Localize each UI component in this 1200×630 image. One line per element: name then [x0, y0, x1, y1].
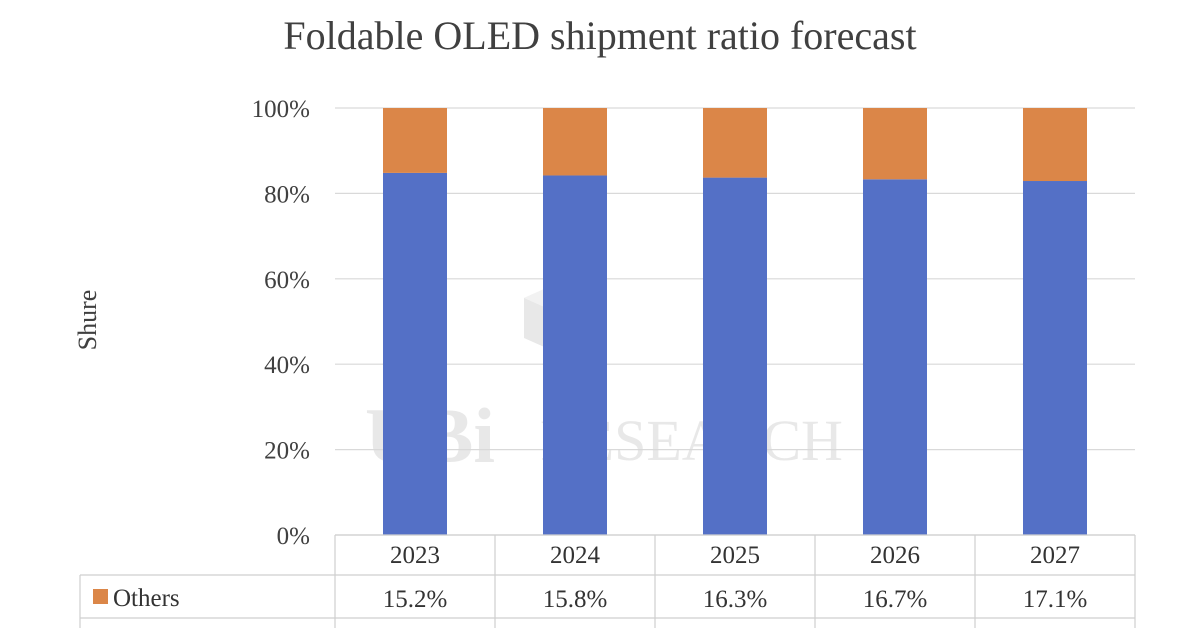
- table-value: 16.3%: [703, 586, 768, 613]
- bar-segment-others: [863, 108, 927, 180]
- bar-segment-series-1: [863, 179, 927, 535]
- table-value: 15.2%: [383, 586, 448, 613]
- legend-swatch-others: [93, 589, 108, 604]
- legend-label-others: Others: [113, 585, 180, 612]
- category-label: 2023: [390, 542, 440, 569]
- y-tick-label: 60%: [264, 267, 310, 294]
- category-label: 2024: [550, 542, 601, 569]
- chart-title: Foldable OLED shipment ratio forecast: [283, 13, 917, 58]
- y-tick-label: 40%: [264, 352, 310, 379]
- bar-segment-series-1: [543, 175, 607, 535]
- table-value: 16.7%: [863, 586, 928, 613]
- bar-segment-series-1: [703, 177, 767, 535]
- bar-segment-others: [383, 108, 447, 173]
- y-tick-label: 100%: [252, 96, 310, 123]
- bar-segment-others: [703, 108, 767, 178]
- table-value: 15.8%: [543, 586, 608, 613]
- bar-segment-series-1: [1023, 181, 1087, 535]
- table-value: 17.1%: [1023, 586, 1088, 613]
- bar-segment-series-1: [383, 172, 447, 536]
- category-label: 2027: [1030, 542, 1080, 569]
- y-tick-label: 80%: [264, 181, 310, 208]
- category-label: 2026: [870, 542, 920, 569]
- y-tick-label: 20%: [264, 438, 310, 465]
- bar-segment-others: [543, 108, 607, 176]
- bar-segment-others: [1023, 108, 1087, 182]
- y-tick-label: 0%: [277, 523, 310, 550]
- category-label: 2025: [710, 542, 760, 569]
